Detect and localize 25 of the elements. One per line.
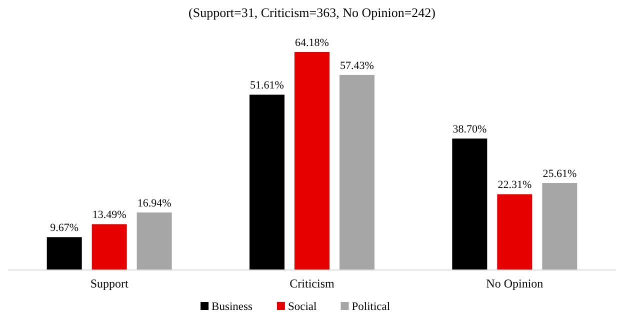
legend-label: Business [212, 301, 253, 313]
x-tick-label: Criticism [290, 276, 335, 290]
data-label: 38.70% [452, 124, 487, 136]
chart-title: (Support=31, Criticism=363, No Opinion=242) [188, 5, 436, 20]
legend-label: Social [288, 301, 317, 313]
bar [452, 138, 488, 270]
data-label: 22.31% [498, 179, 532, 192]
data-label: 64.18% [295, 37, 329, 49]
bar [92, 224, 127, 270]
bar [136, 212, 172, 270]
data-label: 51.61% [250, 80, 284, 92]
bar [340, 74, 374, 270]
data-label: 9.67% [50, 222, 79, 234]
x-tick-label: No Opinion [486, 276, 544, 290]
x-tick-label: Support [90, 276, 129, 290]
data-label: 25.61% [542, 168, 577, 180]
legend-label: Political [352, 301, 390, 313]
bar [46, 237, 82, 270]
bar [250, 94, 284, 270]
data-label: 16.94% [137, 197, 172, 210]
bar [497, 194, 532, 270]
bar [542, 183, 578, 270]
data-label: 57.43% [340, 60, 374, 72]
data-label: 13.49% [92, 209, 126, 222]
bar [294, 52, 330, 270]
